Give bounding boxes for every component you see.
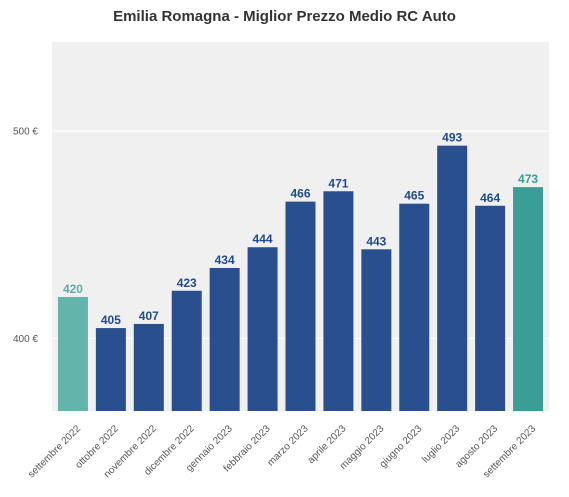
bar [399,203,430,411]
bar [475,205,506,411]
bar [437,145,468,412]
y-tick-label: 400 € [13,334,38,345]
bar [95,328,126,411]
data-label: 423 [177,276,197,290]
bar [361,249,392,411]
y-tick-label: 500 € [13,127,38,138]
data-label: 466 [290,187,310,201]
data-label: 405 [101,313,121,327]
data-label: 420 [63,282,83,296]
bar [171,290,202,411]
data-label: 443 [366,234,386,248]
chart-title: Emilia Romagna - Miglior Prezzo Medio RC… [113,8,456,25]
data-label: 493 [442,131,462,145]
data-label: 434 [215,253,235,267]
data-label: 407 [139,309,159,323]
bar [209,267,240,411]
bar [285,201,316,411]
bar [247,247,278,411]
bar [323,191,354,411]
bar [513,187,544,411]
data-label: 473 [518,172,538,186]
bar [57,296,88,411]
x-tick-label: settembre 2022 [26,423,83,480]
x-tick-label: marzo 2023 [265,423,310,468]
data-label: 464 [480,191,500,205]
bar [133,323,164,411]
data-label: 465 [404,189,424,203]
data-label: 444 [253,232,273,246]
data-label: 471 [328,176,348,190]
